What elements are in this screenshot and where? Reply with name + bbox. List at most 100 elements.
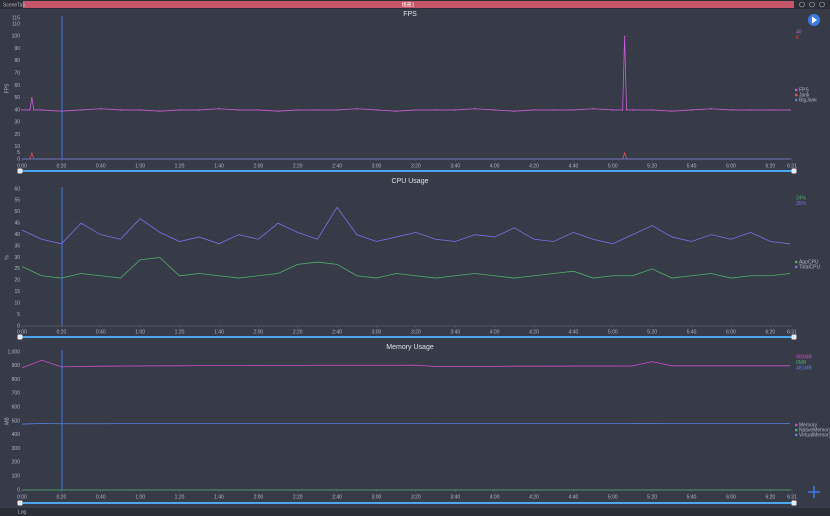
x-tick-label: 1:40 (214, 329, 224, 335)
point (533, 109, 535, 111)
icon-button[interactable] (799, 1, 805, 8)
point (159, 110, 161, 112)
point (612, 109, 614, 111)
y-tick-label: 20 (14, 278, 20, 284)
point (198, 109, 200, 111)
slider-handle[interactable] (791, 500, 797, 506)
x-tick-label: 4:20 (529, 163, 539, 169)
y-tick-label: 20 (14, 132, 20, 138)
x-tick-label: 4:20 (529, 329, 539, 335)
point (21, 109, 23, 111)
x-tick-label: 1:20 (175, 329, 185, 335)
slider-handle[interactable] (791, 168, 797, 174)
range-slider[interactable] (20, 170, 794, 172)
x-tick-label: 3:20 (411, 163, 421, 169)
point (789, 109, 791, 111)
y-tick-label: 0 (17, 156, 20, 162)
point (375, 109, 378, 111)
legend-swatch (795, 260, 798, 264)
x-tick-label: 0:40 (96, 494, 106, 500)
icon-button[interactable] (819, 1, 825, 8)
x-tick-label: 3:00 (372, 163, 382, 169)
x-tick-label: 6:20 (765, 494, 775, 500)
y-tick-label: 40 (14, 232, 20, 238)
icon-button[interactable] (809, 1, 815, 8)
x-tick-label: 3:20 (411, 494, 421, 500)
y-tick-label: 700 (12, 391, 21, 397)
y-axis-label: % (4, 255, 10, 260)
slider-handle[interactable] (17, 500, 23, 506)
add-button[interactable] (808, 486, 820, 498)
legend-swatch (795, 265, 798, 269)
legend-label: TotalCPU (799, 264, 821, 270)
x-tick-label: 5:00 (608, 494, 618, 500)
scene-tab-active[interactable] (23, 1, 794, 8)
legend-label: Memory (799, 422, 818, 428)
y-tick-label: 45 (14, 221, 20, 227)
y-axis-label: FPS (4, 83, 10, 93)
point (454, 109, 456, 111)
y-tick-label: 90 (14, 46, 20, 52)
legend-label: NativeMemory (799, 427, 830, 433)
y-tick-label: 15 (14, 289, 20, 295)
y-tick-label: 50 (14, 209, 20, 215)
x-tick-label: 5:00 (608, 163, 618, 169)
y-tick-label: 100 (12, 34, 21, 40)
point (100, 108, 102, 110)
y-tick-label: 10 (14, 144, 20, 150)
point (434, 109, 437, 111)
x-tick-label: 6:20 (765, 163, 775, 169)
x-tick-label: 5:40 (687, 494, 697, 500)
x-tick-label: 6:00 (726, 163, 736, 169)
log-tab[interactable]: Log (18, 509, 27, 515)
series-line (21, 257, 791, 279)
point (769, 109, 772, 111)
x-tick-label: 3:00 (372, 329, 382, 335)
point (119, 109, 122, 111)
x-tick-label: 2:40 (332, 494, 342, 500)
legend-label: VirtualMemory (799, 432, 830, 438)
x-tick-label: 0:40 (96, 163, 106, 169)
y-tick-label: 900 (12, 363, 21, 369)
x-tick-label: 2:00 (253, 329, 263, 335)
x-tick-label: 0:20 (57, 494, 67, 500)
point (592, 108, 594, 110)
point (316, 109, 319, 111)
slider-handle[interactable] (17, 168, 23, 174)
y-tick-label: 50 (14, 95, 20, 101)
legend-swatch (795, 433, 798, 437)
x-tick-label: 6:31 (787, 329, 797, 335)
scene-label[interactable]: 场景1 (402, 1, 415, 8)
y-tick-label: 60 (14, 186, 20, 192)
legend-swatch (795, 428, 798, 432)
point (749, 109, 752, 111)
slider-handle[interactable] (791, 334, 797, 340)
x-tick-label: 5:20 (647, 329, 657, 335)
current-value: 24% (796, 195, 807, 201)
range-slider[interactable] (20, 336, 794, 338)
y-tick-label: 500 (12, 418, 21, 424)
y-tick-label: 5 (17, 312, 20, 318)
x-tick-label: 2:40 (332, 329, 342, 335)
chart-title: CPU Usage (392, 178, 429, 185)
point (572, 109, 575, 111)
x-tick-label: 1:00 (135, 494, 145, 500)
point (277, 110, 279, 112)
slider-handle[interactable] (17, 334, 23, 340)
current-value: 35% (796, 201, 807, 207)
point (710, 108, 712, 110)
y-tick-label: 30 (14, 120, 20, 126)
x-tick-label: 1:00 (135, 329, 145, 335)
range-slider[interactable] (20, 502, 794, 504)
x-tick-label: 6:00 (726, 329, 736, 335)
point (493, 109, 496, 111)
x-tick-label: 1:20 (175, 494, 185, 500)
x-tick-label: 5:40 (687, 163, 697, 169)
x-tick-label: 3:20 (411, 329, 421, 335)
y-tick-label: 0 (17, 323, 20, 329)
point (415, 109, 417, 111)
point (625, 109, 628, 111)
legend-swatch (795, 423, 798, 427)
